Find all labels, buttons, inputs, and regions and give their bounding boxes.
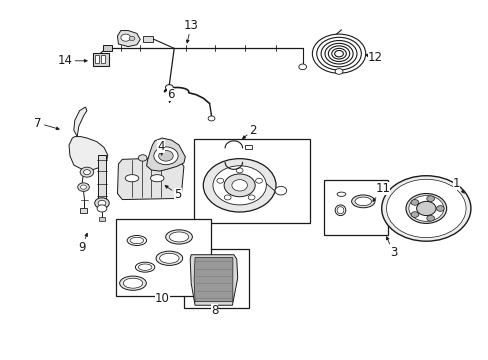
- Text: 6: 6: [166, 88, 174, 103]
- Bar: [244, 145, 251, 149]
- Circle shape: [334, 69, 342, 74]
- Text: 14: 14: [57, 54, 87, 67]
- Text: 5: 5: [165, 186, 181, 201]
- Circle shape: [298, 64, 306, 70]
- Ellipse shape: [135, 262, 155, 272]
- Ellipse shape: [159, 253, 179, 263]
- Ellipse shape: [130, 237, 143, 244]
- Bar: [102, 45, 111, 51]
- Circle shape: [121, 34, 130, 41]
- Bar: [116, 219, 210, 296]
- Bar: [98, 155, 105, 199]
- Circle shape: [80, 167, 94, 177]
- Bar: [183, 249, 249, 308]
- Circle shape: [83, 170, 90, 175]
- Ellipse shape: [150, 175, 163, 182]
- Ellipse shape: [120, 276, 146, 290]
- Circle shape: [381, 176, 470, 241]
- Circle shape: [97, 205, 106, 212]
- Circle shape: [217, 178, 223, 183]
- Text: 10: 10: [154, 292, 169, 305]
- Bar: [80, 208, 87, 213]
- Circle shape: [405, 194, 446, 224]
- Circle shape: [81, 185, 86, 189]
- Polygon shape: [69, 136, 107, 170]
- Circle shape: [416, 201, 435, 216]
- Circle shape: [208, 116, 215, 121]
- Text: 9: 9: [78, 233, 87, 254]
- Text: 8: 8: [210, 304, 218, 317]
- Circle shape: [426, 215, 434, 221]
- Ellipse shape: [336, 207, 343, 214]
- Text: 2: 2: [242, 124, 256, 139]
- Text: 4: 4: [157, 140, 164, 156]
- Bar: [142, 36, 153, 42]
- Text: 1: 1: [452, 177, 463, 193]
- Circle shape: [274, 186, 286, 195]
- Bar: [93, 53, 108, 66]
- Circle shape: [248, 195, 255, 200]
- Polygon shape: [74, 107, 87, 136]
- Ellipse shape: [138, 264, 152, 270]
- Circle shape: [410, 199, 418, 205]
- Circle shape: [129, 36, 135, 41]
- Polygon shape: [146, 138, 185, 171]
- Circle shape: [436, 206, 443, 211]
- Text: 11: 11: [372, 183, 389, 201]
- Circle shape: [236, 168, 243, 173]
- Circle shape: [410, 212, 418, 217]
- Ellipse shape: [351, 195, 374, 208]
- Text: 7: 7: [34, 117, 59, 130]
- Bar: [99, 217, 104, 221]
- Polygon shape: [117, 158, 183, 199]
- Circle shape: [408, 195, 443, 221]
- Text: 13: 13: [183, 19, 198, 43]
- Circle shape: [224, 195, 231, 200]
- Circle shape: [154, 147, 178, 165]
- Text: 12: 12: [365, 51, 383, 64]
- Circle shape: [224, 174, 255, 197]
- Bar: [95, 55, 99, 63]
- Polygon shape: [194, 257, 232, 302]
- Polygon shape: [190, 255, 237, 305]
- Ellipse shape: [123, 278, 142, 288]
- Circle shape: [426, 196, 434, 202]
- Bar: [102, 55, 105, 63]
- Circle shape: [255, 178, 262, 183]
- Ellipse shape: [127, 235, 146, 246]
- Circle shape: [386, 179, 465, 238]
- Circle shape: [98, 200, 105, 206]
- Ellipse shape: [336, 192, 345, 196]
- Circle shape: [213, 166, 266, 205]
- Circle shape: [159, 150, 173, 161]
- Circle shape: [203, 159, 275, 212]
- Ellipse shape: [354, 197, 371, 206]
- Bar: [193, 139, 309, 223]
- Circle shape: [165, 85, 173, 90]
- Ellipse shape: [156, 251, 183, 265]
- Circle shape: [95, 198, 109, 208]
- Circle shape: [138, 155, 147, 161]
- Bar: [324, 180, 386, 235]
- Circle shape: [78, 183, 89, 192]
- Circle shape: [231, 180, 247, 191]
- Text: 3: 3: [386, 237, 397, 260]
- Ellipse shape: [169, 232, 188, 242]
- Polygon shape: [117, 31, 140, 46]
- Ellipse shape: [334, 205, 345, 216]
- Ellipse shape: [165, 230, 192, 244]
- Ellipse shape: [125, 175, 139, 182]
